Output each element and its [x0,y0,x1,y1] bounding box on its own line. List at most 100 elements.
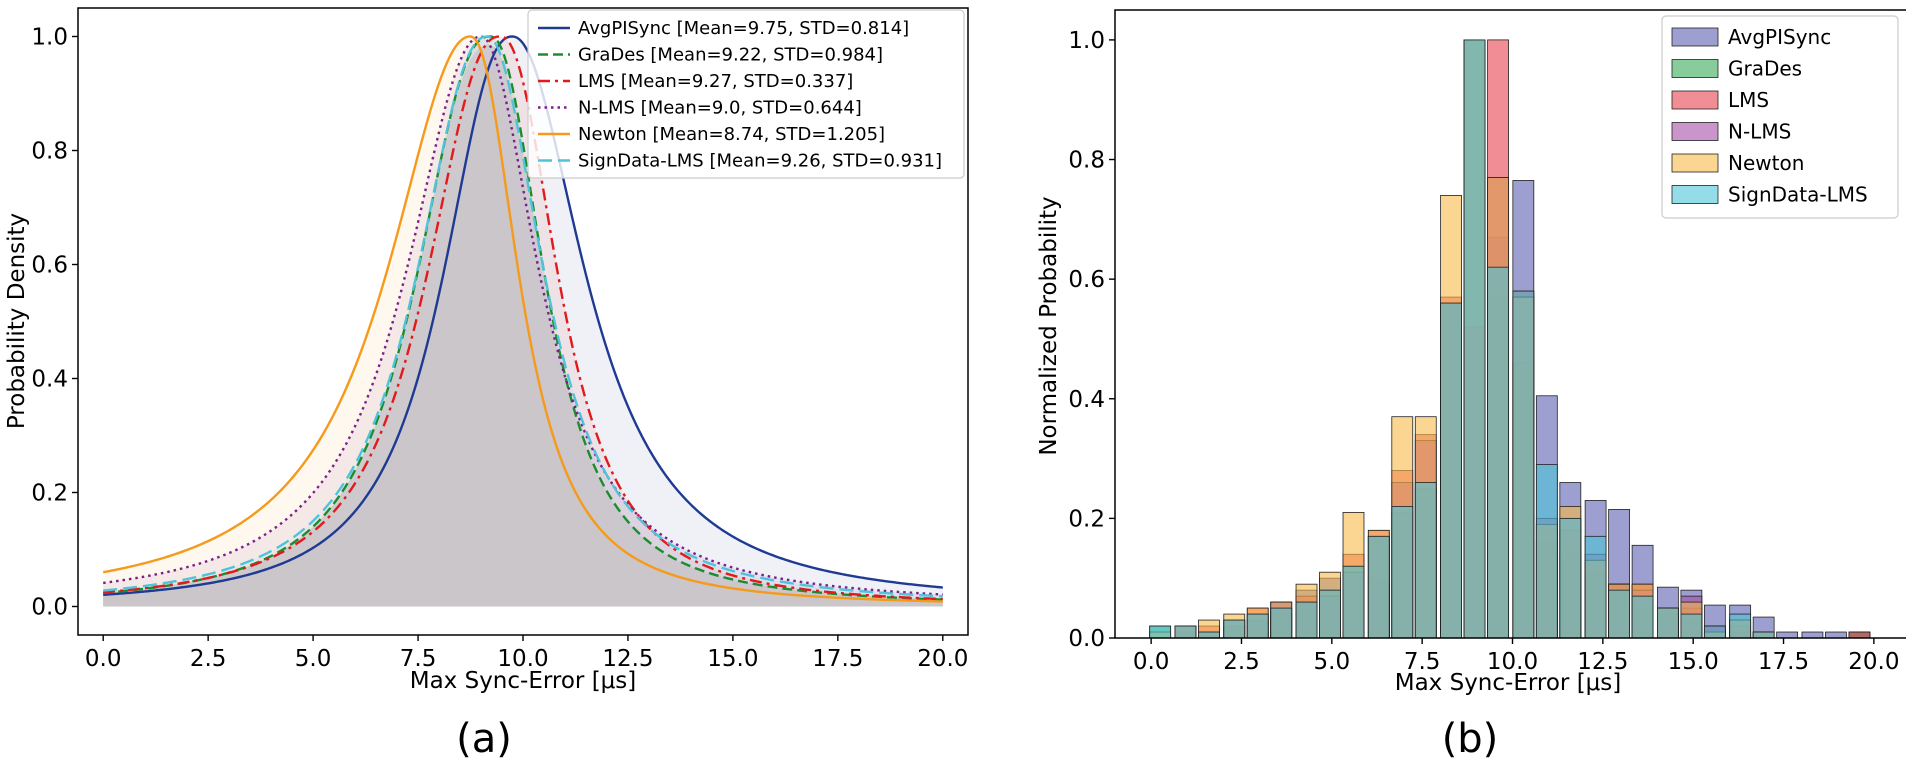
bar-signdata-lms [1174,625,1197,639]
bar-signdata-lms [1295,601,1318,639]
bar-signdata-lms [1149,625,1172,639]
bar-signdata-lms [1367,535,1390,639]
legend-swatch-avgpisync [1671,27,1719,47]
legend-label-grades: GraDes [Mean=9.22, STD=0.984] [578,45,883,66]
panel-b-x-tick-label: 20.0 [1848,649,1899,675]
bar-signdata-lms [1559,517,1582,639]
legend-label-lms: LMS [1728,88,1769,112]
panel-b-x-tick-label: 0.0 [1133,649,1170,675]
density-line-signdata-lms [103,35,943,598]
panel-b-x-tick-label: 12.5 [1577,649,1628,675]
panel-b-y-tick-label: 0.6 [1068,267,1105,293]
bar-avgpisync [1801,631,1824,639]
panel-a-y-axis-label: Probability Density [4,213,30,429]
panel-a-x-tick-label: 20.0 [917,646,968,672]
panel-b-x-tick-label: 17.5 [1758,649,1809,675]
panel-a-y-tick-label: 0.2 [31,481,68,507]
legend-swatch-signdata-lms [1671,185,1719,204]
panel-b-legend-box [1661,15,1899,219]
legend-swatch-grades [1671,59,1719,78]
bar-signdata-lms [1391,506,1414,639]
panel-a-x-axis-label: Max Sync-Error [μs] [410,668,637,694]
panel-b-y-tick-label: 1.0 [1068,28,1105,54]
panel-a-x-tick-label: 0.0 [85,646,122,672]
legend-label-avgpisync: AvgPISync [1728,25,1831,49]
legend-swatch-lms [1671,90,1719,110]
panel-a-density-plot: 0.0 2.5 5.0 7.5 10.0 12.5 15.0 17.5 20.0 0.00.20… [4,7,969,762]
bar-signdata-lms [1246,613,1269,639]
bar-signdata-lms [1223,619,1246,639]
bar-signdata-lms [1703,625,1726,639]
panel-b-x-tick-label: 7.5 [1404,649,1441,675]
panel-a-y-tick-label: 1.0 [31,25,68,51]
bar-signdata-lms [1631,595,1654,639]
panel-b-y-axis-label: Normalized Probability [1036,196,1062,455]
density-line-newton [102,35,943,603]
panel-a-x-ticks: 0.0 2.5 5.0 7.5 10.0 12.5 15.0 17.5 20.0 [85,635,968,672]
bar-avgpisync [1776,631,1799,639]
panel-b-y-tick-label: 0.0 [1068,626,1105,652]
panel-a-legend: AvgPISync [Mean=9.75, STD=0.814] GraDes [… [527,9,965,179]
panel-b-caption: (b) [1442,716,1499,762]
legend-swatch-n-lms [1671,122,1719,141]
panel-a-y-tick-label: 0.6 [31,253,68,279]
bar-signdata-lms [1680,613,1703,639]
bar-signdata-lms [1512,290,1535,639]
panel-b-y-ticks: 0.0 0.2 0.4 0.6 0.8 1.0 [1068,28,1115,652]
panel-a-y-tick-label: 0.4 [31,367,68,393]
bar-lms [1848,631,1871,639]
bar-signdata-lms [1608,589,1630,639]
panel-b-x-tick-label: 5.0 [1314,649,1351,675]
legend-label-newton: Newton [Mean=8.74, STD=1.205] [578,124,885,145]
panel-a-x-tick-label: 10.0 [497,646,548,672]
bar-avgpisync [1825,631,1847,639]
panel-b-x-ticks: 0.0 2.5 5.0 7.5 10.0 12.5 15.0 17.5 20.0 [1133,638,1899,675]
legend-label-signdata-lms: SignData-LMS [Mean=9.26, STD=0.931] [578,151,942,172]
panel-b-y-tick-label: 0.2 [1068,506,1105,532]
panel-b-x-tick-label: 10.0 [1487,649,1538,675]
panel-a-x-tick-label: 7.5 [400,646,437,672]
panel-b-x-axis-label: Max Sync-Error [μs] [1395,670,1622,696]
panel-b-y-tick-label: 0.4 [1068,387,1105,413]
panel-a-density-lines [102,35,943,603]
panel-a-density-fill-layer [103,36,943,607]
density-line-n-lms [103,35,943,596]
bar-signdata-lms [1414,482,1437,639]
bar-signdata-lms [1440,302,1462,639]
bar-signdata-lms [1729,613,1752,639]
bar-signdata-lms [1463,39,1486,639]
bar-signdata-lms [1535,464,1558,639]
panel-b-legend: AvgPISync GraDes LMS N-LMS Newton SignData-LM… [1661,15,1899,219]
panel-a-x-tick-label: 12.5 [602,646,653,672]
density-line-avgpisync [103,35,943,596]
bar-signdata-lms [1198,631,1220,639]
panel-b-y-tick-label: 0.8 [1068,148,1105,174]
panel-a-y-ticks: 0.0 0.2 0.4 0.6 0.8 1.0 [31,25,78,621]
panel-a-legend-box [527,9,965,179]
bar-signdata-lms [1342,565,1365,639]
bar-signdata-lms [1487,266,1509,639]
density-overlap-fill [103,45,943,607]
legend-label-avgpisync: AvgPISync [Mean=9.75, STD=0.814] [578,18,909,39]
legend-label-grades: GraDes [1728,57,1802,81]
bar-signdata-lms [1319,589,1341,639]
panel-b-histogram: 0.0 2.5 5.0 7.5 10.0 12.5 15.0 17.5 20.0 0.00.20… [1036,9,1906,762]
legend-label-n-lms: N-LMS [Mean=9.0, STD=0.644] [578,98,862,119]
legend-label-newton: Newton [1728,151,1804,175]
bar-signdata-lms [1752,631,1775,639]
panel-b-x-tick-label: 15.0 [1668,649,1719,675]
panel-a-y-tick-label: 0.8 [31,139,68,165]
panel-a-caption: (a) [456,716,512,762]
legend-label-lms: LMS [Mean=9.27, STD=0.337] [578,71,853,92]
bar-signdata-lms [1584,535,1607,639]
panel-b-x-tick-label: 2.5 [1223,649,1260,675]
panel-a-x-tick-label: 2.5 [190,646,227,672]
bar-signdata-lms [1657,607,1679,639]
legend-swatch-newton [1671,153,1719,173]
panel-b-bars [1149,39,1871,639]
bar-signdata-lms [1270,607,1293,639]
panel-a-x-tick-label: 5.0 [295,646,332,672]
panel-a-x-tick-label: 15.0 [707,646,758,672]
legend-label-n-lms: N-LMS [1728,120,1791,144]
